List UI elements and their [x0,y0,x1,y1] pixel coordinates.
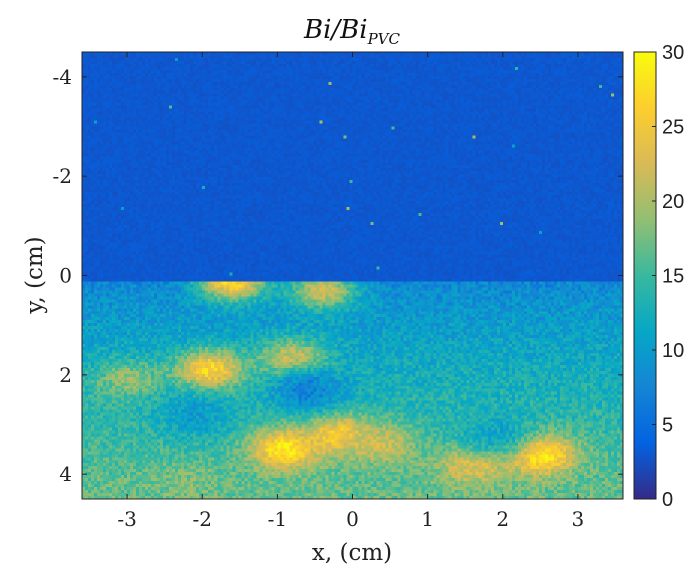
colorbar-tick-label: 15 [662,266,684,288]
heatmap-image [82,52,623,499]
y-tick-label: 4 [59,462,72,486]
y-axis-label: y, (cm) [22,236,48,314]
heatmap-plot-area [82,52,623,499]
x-tick-label: 1 [421,507,434,531]
x-tick-label: 3 [572,507,585,531]
x-tick-label: -2 [192,507,211,531]
y-tick-label: 2 [59,363,72,387]
colorbar-tick-label: 25 [662,117,684,139]
y-tick-label: 0 [59,264,72,288]
colorbar-tick-label: 10 [662,340,684,362]
x-tick-label: -1 [268,507,287,531]
x-axis-label: x, (cm) [312,540,392,566]
colorbar-tick-label: 5 [662,415,673,437]
colorbar: 0 5 10 15 20 25 30 [634,42,684,511]
y-tick-label: -4 [53,65,72,89]
chart-title: Bi/BiPVC [303,15,401,48]
x-tick-label: 2 [496,507,509,531]
colorbar-tick-label: 30 [662,42,684,64]
colorbar-tick-label: 20 [662,191,684,213]
y-tick-label: -2 [53,164,72,188]
x-tick-label: -3 [117,507,136,531]
colorbar-ticks: 0 5 10 15 20 25 30 [652,42,684,511]
x-tick-label: 0 [346,507,359,531]
colorbar-tick-label: 0 [662,489,673,511]
